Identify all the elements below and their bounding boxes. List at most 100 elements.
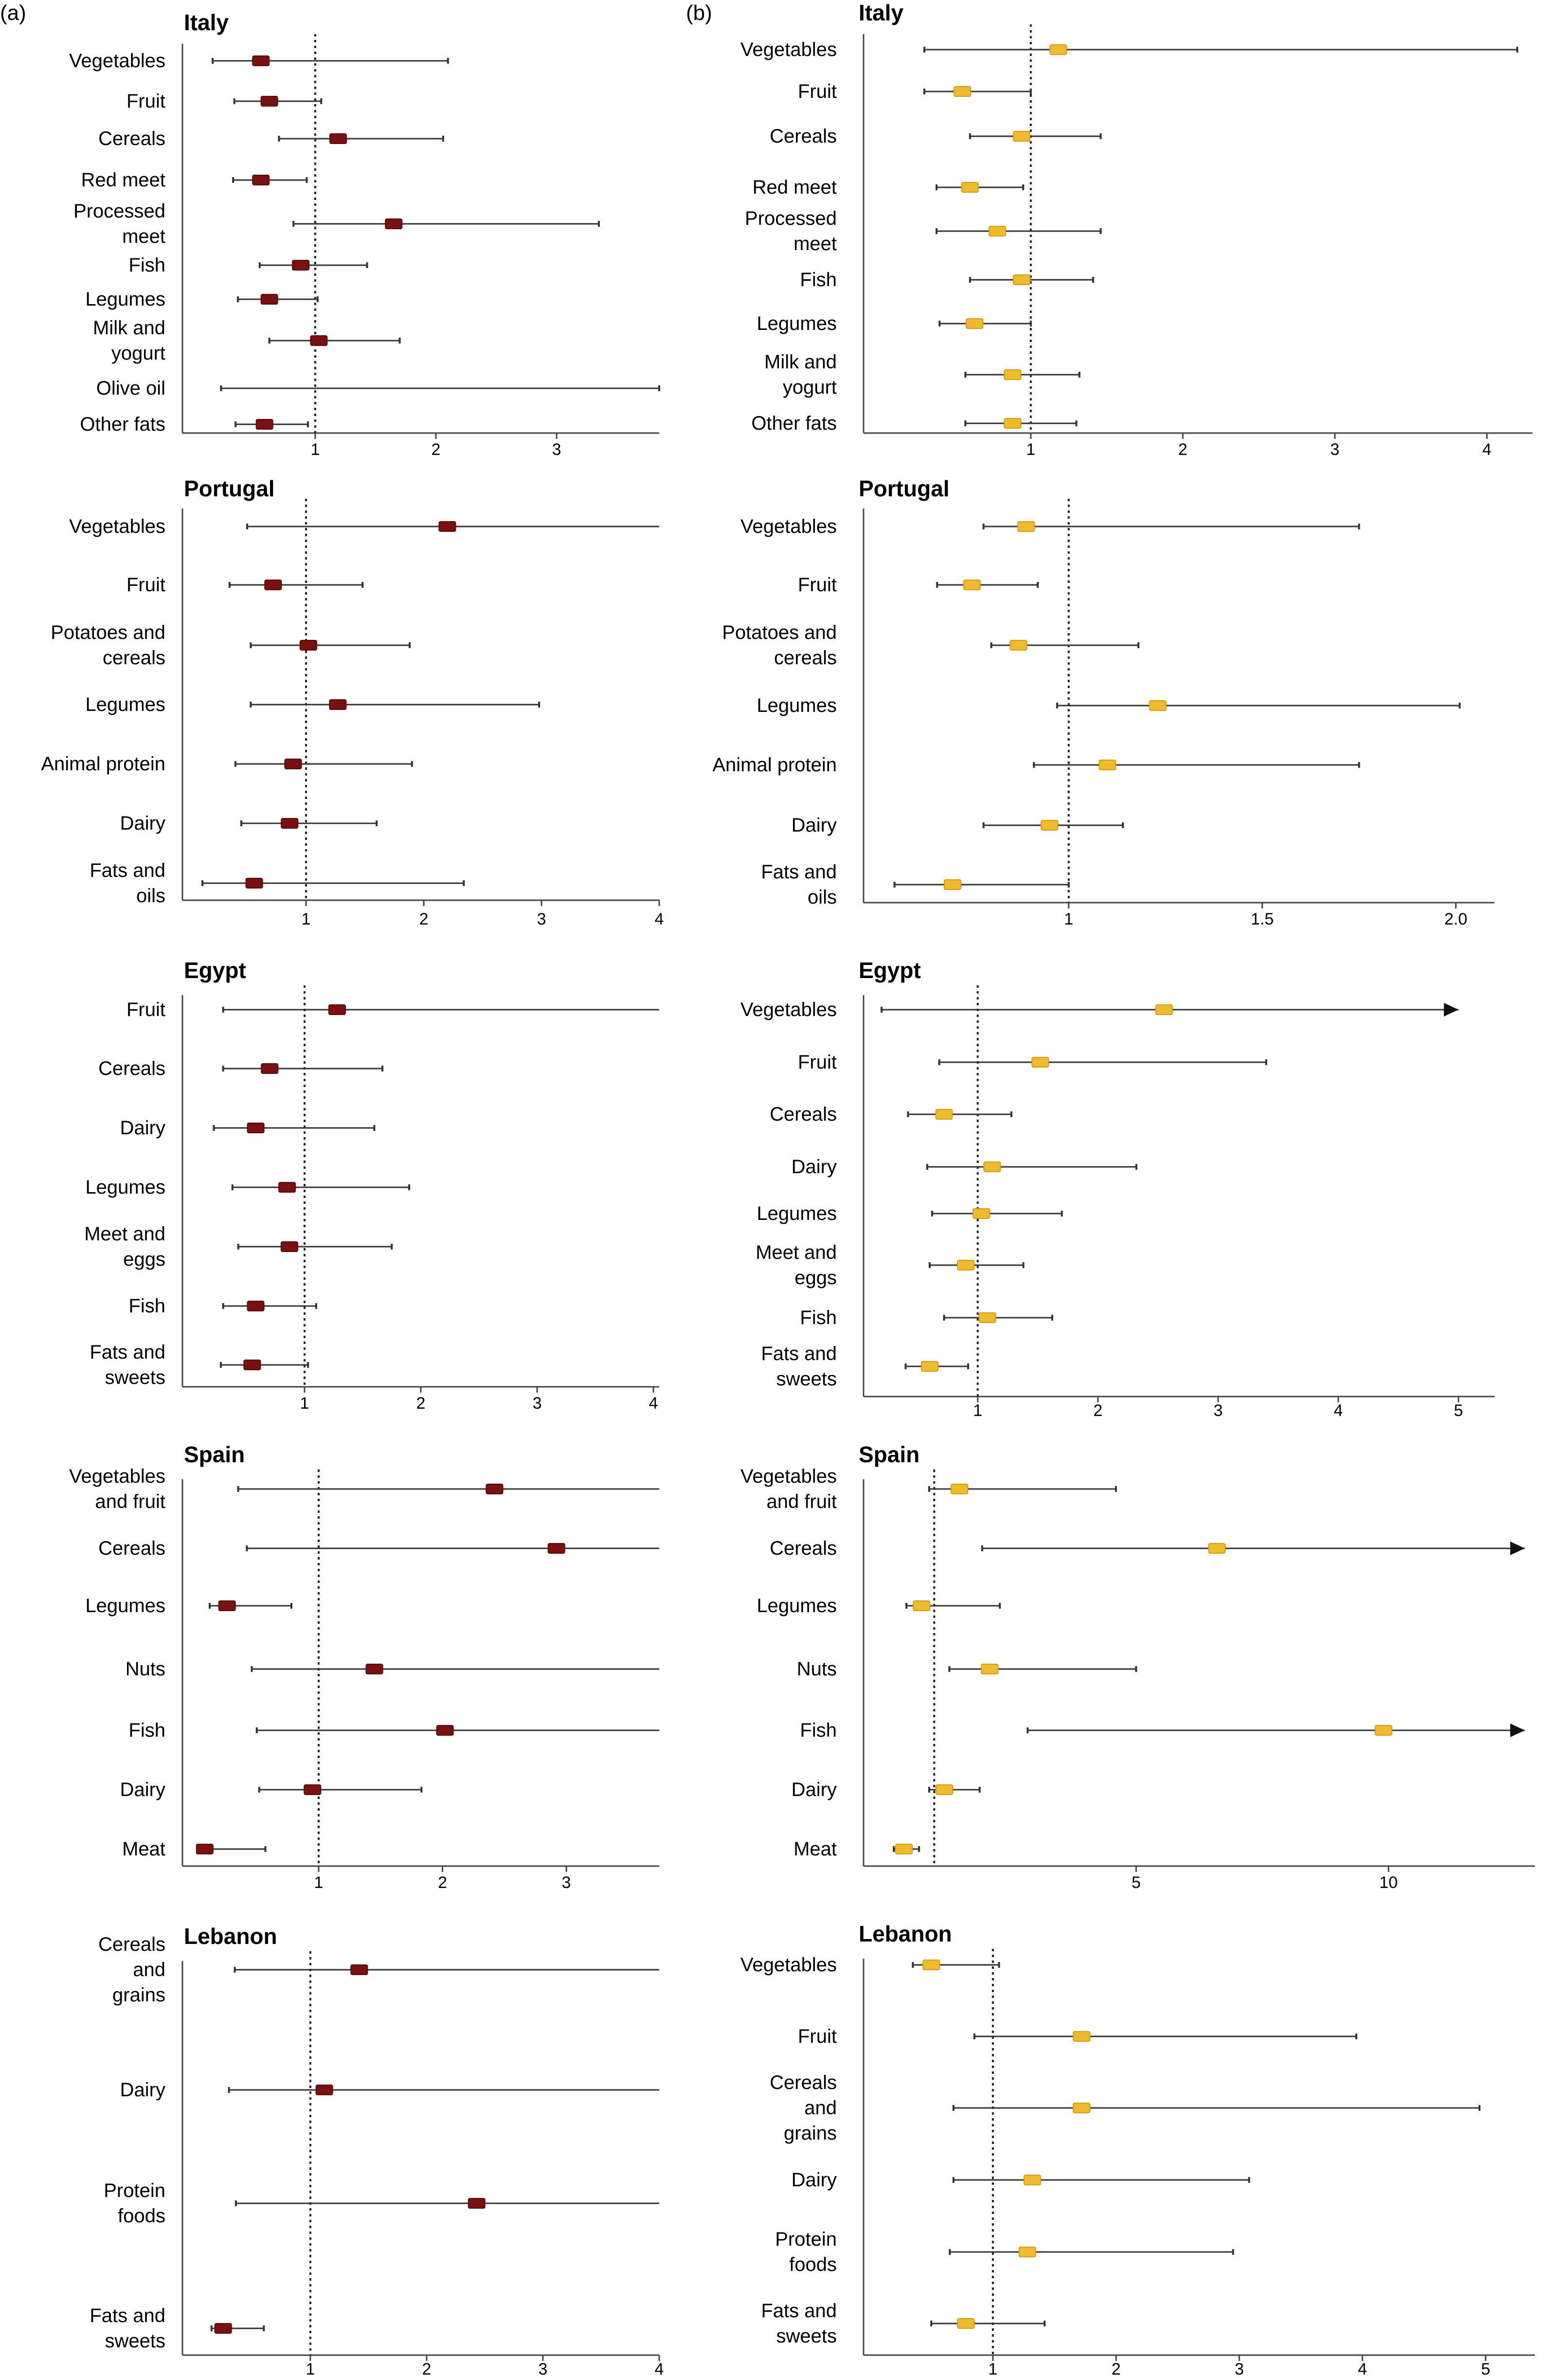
row-label: Other fats (80, 414, 165, 435)
estimate-marker (328, 1004, 346, 1015)
estimate-marker (247, 1123, 265, 1133)
x-tick-label: 1 (300, 1394, 309, 1413)
row-cereals: Cereals (98, 1058, 384, 1079)
ci-arrow (1510, 1542, 1525, 1555)
row-vegetables: Vegetables (740, 999, 1459, 1020)
row-fish: Fish (800, 1720, 1525, 1741)
row-label: eggs (794, 1267, 837, 1289)
row-label: Cereals (98, 1934, 165, 1955)
row-fruit: Fruit (126, 999, 659, 1020)
row-label: Dairy (792, 815, 837, 836)
row-fats-and-sweets: Fats and sweets (761, 1343, 969, 1390)
row-fats-and-oils: Fats and oils (90, 860, 465, 907)
row-protein-foods: Protein foods (775, 2229, 1234, 2275)
x-tick-label: 1 (1064, 910, 1073, 928)
row-red-meet: Red meet (81, 169, 308, 191)
row-legumes: Legumes (757, 695, 1461, 716)
forest-plot-b-italy: Italy 1 2 3 4 Vegetables Fruit Cereals Red meet P… (740, 0, 1532, 459)
estimate-marker (243, 1360, 261, 1370)
estimate-marker (486, 1484, 504, 1494)
row-label: Vegetables (69, 516, 165, 537)
row-label: cereals (774, 647, 837, 669)
row-label: eggs (123, 1249, 165, 1270)
row-label: Dairy (120, 2079, 165, 2101)
forest-plot-b-spain: Spain 5 10 Vegetables and fruit Cereals Legume… (740, 1442, 1535, 1892)
row-milk-and-yogurt: Milk and yogurt (93, 317, 401, 364)
x-tick-label: 4 (649, 1394, 658, 1413)
x-tick-label: 3 (539, 2360, 548, 2378)
row-label: Nuts (126, 1658, 165, 1680)
row-label: meet (122, 226, 165, 247)
estimate-marker (961, 182, 979, 193)
estimate-marker (245, 878, 263, 889)
row-label: yogurt (111, 343, 165, 364)
row-fish: Fish (800, 1307, 1053, 1328)
estimate-marker (1149, 700, 1167, 711)
row-legumes: Legumes (85, 1595, 292, 1616)
estimate-marker (436, 1725, 454, 1736)
row-label: Protein (775, 2229, 837, 2250)
row-label: Cereals (770, 2072, 837, 2093)
x-tick-label: 1 (1026, 440, 1035, 459)
row-label: Meet and (756, 1242, 837, 1263)
row-processed-meet: Processed meet (73, 200, 600, 247)
x-tick-label: 1 (314, 1873, 324, 1892)
x-tick-label: 3 (1330, 440, 1339, 459)
row-label: Legumes (757, 1203, 837, 1224)
x-tick-label: 10 (1379, 1873, 1398, 1892)
x-tick-label: 5 (1454, 1401, 1463, 1420)
x-tick-label: 2 (422, 2360, 431, 2378)
estimate-marker (936, 1784, 954, 1795)
row-dairy: Dairy (120, 813, 378, 834)
row-cereals: Cereals (770, 1104, 1012, 1125)
row-label: Fish (128, 254, 165, 276)
estimate-marker (292, 260, 310, 271)
x-tick-label: 2 (1178, 440, 1188, 459)
row-red-meet: Red meet (753, 177, 1025, 198)
row-fruit: Fruit (126, 91, 323, 112)
estimate-marker (350, 1964, 368, 1975)
estimate-marker (1018, 2247, 1036, 2257)
row-label: Legumes (85, 289, 165, 310)
forest-plot-a-portugal: Portugal 1 2 3 4 Vegetables Fruit Potatoes and c… (41, 476, 664, 928)
row-label: Milk and (764, 351, 837, 373)
estimate-marker (1049, 44, 1067, 55)
row-label: Cereals (98, 1538, 165, 1559)
row-label: and (133, 1959, 165, 1980)
row-label: Dairy (120, 813, 165, 834)
row-label: Legumes (757, 1595, 837, 1616)
row-dairy: Dairy (792, 1156, 1137, 1178)
row-label: Fruit (798, 2026, 837, 2047)
estimate-marker (284, 759, 302, 769)
row-processed-meet: Processed meet (745, 208, 1102, 254)
row-meat: Meat (122, 1838, 267, 1860)
x-tick-label: 1 (973, 1401, 982, 1420)
chart-title: Egypt (859, 958, 921, 983)
row-olive-oil: Olive oil (96, 378, 660, 399)
row-label: Fish (800, 269, 837, 290)
chart-title: Lebanon (859, 1921, 952, 1946)
forest-plot-b-lebanon: Lebanon 1 2 3 4 5 Vegetables Fruit Cereals and gra… (740, 1921, 1535, 2378)
row-label: Dairy (792, 2169, 837, 2191)
row-other-fats: Other fats (80, 414, 309, 435)
estimate-marker (913, 1600, 931, 1611)
row-label: Meat (793, 1838, 837, 1860)
estimate-marker (973, 1208, 991, 1219)
row-fish: Fish (128, 1295, 317, 1317)
estimate-marker (468, 2198, 486, 2209)
estimate-marker (935, 1109, 953, 1120)
row-label: Fruit (126, 91, 165, 112)
row-legumes: Legumes (85, 694, 541, 715)
row-cereals-and-grains: Cereals and grains (770, 2072, 1481, 2144)
x-tick-label: 1 (302, 910, 311, 928)
row-label: foods (789, 2254, 837, 2275)
estimate-marker (1073, 2031, 1091, 2042)
row-vegetables: Vegetables (740, 516, 1360, 537)
row-label: Animal protein (712, 754, 837, 776)
chart-title: Italy (859, 0, 903, 25)
row-label: Fruit (126, 574, 165, 596)
estimate-marker (264, 580, 282, 590)
row-label: foods (118, 2205, 165, 2227)
row-label: yogurt (783, 377, 837, 398)
row-dairy: Dairy (792, 1779, 981, 1800)
